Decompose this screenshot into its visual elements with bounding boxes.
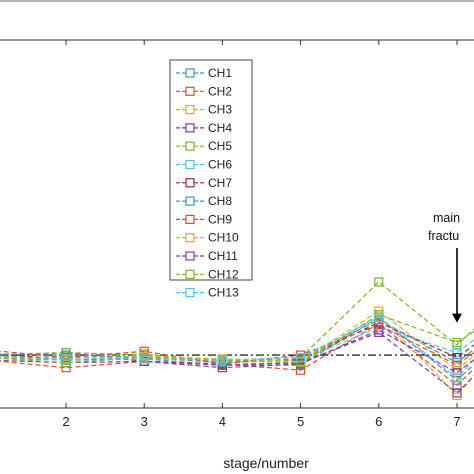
legend-item: CH1 (176, 66, 232, 80)
data-point-marker (452, 388, 462, 398)
series-ch4 (0, 327, 474, 398)
legend-marker (185, 141, 195, 151)
annotation-text-line-2: fractu (428, 229, 459, 243)
legend-label: CH3 (208, 103, 232, 117)
annotation: main fractu (428, 211, 462, 323)
data-point-marker (452, 347, 462, 358)
series-line (0, 329, 474, 374)
legend-item: CH5 (176, 139, 232, 153)
legend-label: CH5 (208, 139, 232, 153)
x-tick-label: 4 (219, 414, 226, 429)
legend-marker (185, 214, 195, 224)
legend-label: CH12 (208, 267, 239, 281)
legend-item: CH13 (176, 286, 239, 300)
legend-box (169, 59, 253, 281)
series-line (0, 324, 474, 366)
legend-marker (185, 269, 195, 279)
legend: CH1 CH2 CH3 CH4 CH5 CH6 CH7 CH8 CH9 CH10 CH11 CH12 C… (169, 59, 253, 300)
legend-item: CH4 (176, 121, 232, 135)
data-point-marker (374, 312, 384, 322)
data-point-marker (296, 353, 306, 363)
data-point-marker (296, 358, 306, 368)
legend-label: CH6 (208, 158, 232, 172)
annotation-arrow-head (452, 313, 462, 323)
data-point-marker (61, 354, 71, 364)
legend-item: CH9 (176, 212, 232, 226)
legend-item: CH8 (176, 194, 232, 208)
series-line (0, 319, 474, 364)
series-line (0, 331, 474, 394)
legend-label: CH11 (208, 249, 238, 263)
legend-item: CH6 (176, 158, 232, 172)
legend-item: CH12 (176, 267, 239, 281)
series-ch6 (0, 322, 474, 366)
series-line (0, 313, 474, 397)
legend-item: CH7 (176, 176, 232, 190)
legend-item: CH2 (176, 84, 232, 98)
legend-label: CH13 (208, 286, 239, 300)
legend-item: CH11 (176, 249, 238, 263)
legend-marker (185, 178, 195, 188)
series-line (0, 316, 474, 379)
series-ch2 (0, 318, 474, 390)
legend-label: CH2 (208, 84, 232, 98)
series-layer (0, 277, 474, 400)
x-tick-label: 3 (141, 414, 148, 429)
data-point-marker (452, 368, 462, 378)
legend-label: CH7 (208, 176, 232, 190)
series-line (0, 310, 474, 371)
series-ch11 (0, 325, 474, 378)
data-point-marker (374, 277, 384, 287)
plot-frame (0, 0, 474, 409)
legend-marker (185, 233, 195, 243)
series-ch13 (0, 312, 474, 383)
legend-marker (185, 86, 195, 96)
x-tick-label: 7 (453, 414, 460, 429)
legend-item: CH10 (176, 231, 239, 245)
data-point-marker (139, 354, 149, 364)
legend-marker (185, 196, 195, 206)
legend-label: CH4 (208, 121, 232, 135)
x-axis-label: stage/number (223, 455, 309, 471)
legend-label: CH10 (208, 231, 239, 245)
annotation-text-line-1: main (433, 211, 460, 225)
legend-item: CH3 (176, 103, 232, 117)
series-line (0, 314, 474, 364)
x-tick-label: 5 (297, 414, 304, 429)
series-ch12 (0, 310, 474, 368)
x-tick-label: 6 (375, 414, 382, 429)
legend-marker (185, 159, 195, 170)
legend-marker (185, 251, 195, 261)
legend-marker (185, 123, 195, 133)
legend-label: CH1 (208, 66, 232, 80)
legend-marker (185, 288, 195, 298)
data-point-marker (217, 355, 227, 365)
series-ch5 (0, 277, 474, 365)
data-point-marker (374, 325, 384, 335)
series-line (0, 322, 474, 387)
series-ch3 (0, 310, 474, 400)
legend-marker (185, 68, 195, 78)
legend-label: CH8 (208, 194, 232, 208)
x-tick-label: 2 (62, 414, 69, 429)
data-point-marker (452, 337, 462, 348)
legend-marker (185, 104, 195, 115)
data-point-marker (452, 373, 462, 383)
x-axis-ticks: 2 3 4 5 6 7 (62, 40, 461, 429)
legend-label: CH9 (208, 212, 232, 226)
